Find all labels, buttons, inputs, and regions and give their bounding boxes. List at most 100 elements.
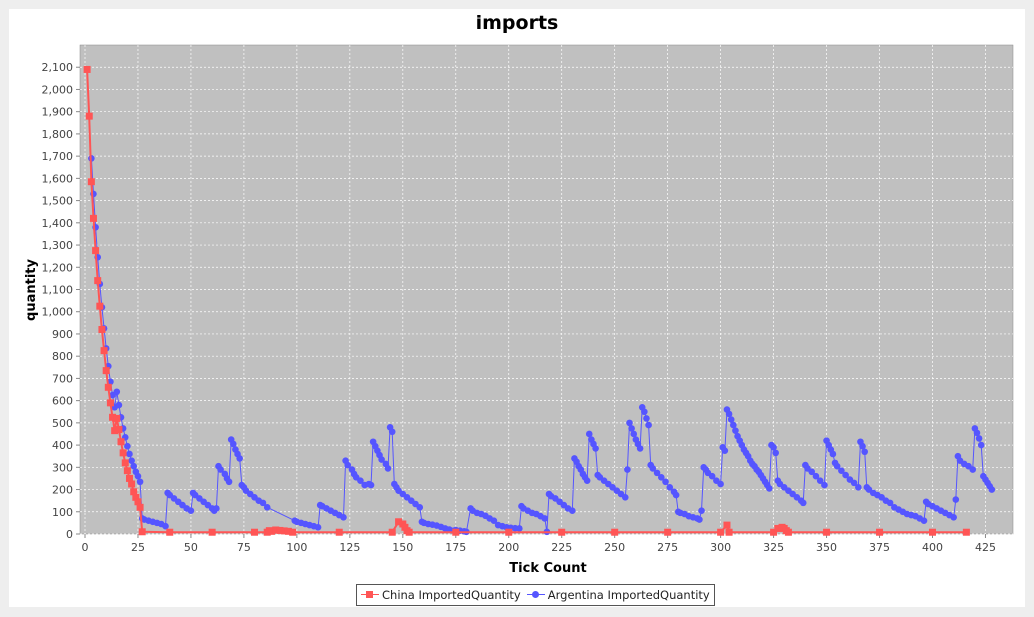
y-tick-label: 500	[52, 417, 73, 430]
x-tick-label: 225	[551, 541, 572, 554]
data-point	[988, 486, 996, 493]
y-tick-label: 100	[52, 506, 73, 519]
data-point	[717, 528, 725, 536]
data-point	[732, 427, 739, 434]
data-point	[213, 505, 220, 512]
data-point	[698, 507, 705, 514]
y-tick-label: 1,100	[42, 284, 74, 297]
data-point	[516, 525, 523, 532]
x-tick-label: 425	[975, 541, 996, 554]
data-point	[124, 442, 131, 450]
data-point	[859, 442, 866, 450]
data-point	[696, 516, 703, 523]
chart-title: imports	[475, 12, 559, 34]
data-point	[657, 474, 665, 481]
data-point	[643, 415, 650, 422]
data-point	[344, 461, 352, 469]
data-point	[823, 528, 831, 536]
y-tick-label: 1,400	[42, 217, 74, 230]
series-layer	[83, 65, 996, 536]
data-point	[263, 504, 271, 511]
data-point	[772, 449, 780, 457]
data-point	[816, 477, 824, 484]
data-point	[166, 528, 174, 536]
data-point	[725, 528, 733, 536]
data-point	[126, 450, 133, 458]
data-point	[977, 441, 985, 449]
y-tick-label: 600	[52, 395, 73, 408]
data-point	[134, 472, 142, 480]
data-point	[952, 496, 960, 503]
y-tick-label: 1,600	[42, 172, 74, 185]
data-point	[626, 419, 633, 427]
y-tick-label: 1,000	[42, 306, 74, 319]
data-point	[83, 65, 91, 73]
legend: China ImportedQuantity Argentina Importe…	[356, 584, 715, 606]
y-axis: 0 100 200 300 400 500 600 700 800 900 1,000 1,100 1,…	[42, 61, 80, 541]
x-tick-label: 325	[763, 541, 784, 554]
data-point	[611, 528, 619, 536]
data-point	[284, 527, 292, 535]
y-tick-label: 1,500	[42, 195, 74, 208]
data-point	[357, 477, 364, 484]
data-point	[621, 494, 629, 501]
y-axis-label: quantity	[24, 259, 39, 321]
data-point	[272, 526, 280, 534]
x-tick-label: 0	[82, 541, 89, 554]
grid-lines	[80, 45, 1013, 535]
x-tick-label: 50	[184, 541, 198, 554]
data-point	[861, 448, 868, 456]
data-point	[94, 277, 102, 285]
data-point	[766, 485, 773, 492]
data-point	[850, 479, 858, 487]
data-point	[92, 247, 100, 255]
data-point	[636, 445, 644, 452]
y-tick-label: 1,200	[42, 261, 74, 274]
data-point	[829, 450, 837, 458]
data-point	[280, 527, 288, 535]
data-point	[812, 472, 820, 480]
data-point	[725, 410, 733, 418]
data-point	[136, 503, 144, 511]
data-point	[119, 449, 127, 457]
data-point	[452, 528, 460, 536]
data-point	[950, 514, 957, 521]
data-point	[100, 347, 108, 355]
data-point	[662, 478, 669, 486]
data-point	[208, 528, 216, 536]
data-point	[405, 528, 413, 536]
data-point	[505, 528, 513, 536]
data-point	[649, 465, 657, 472]
data-point	[592, 445, 599, 452]
data-point	[128, 480, 136, 488]
data-point	[134, 498, 142, 506]
data-point	[109, 413, 117, 421]
data-point	[730, 421, 737, 429]
data-point	[541, 515, 549, 522]
data-point	[653, 469, 661, 477]
data-point	[130, 462, 138, 470]
data-point	[969, 466, 977, 473]
data-point	[558, 528, 566, 536]
data-point	[664, 528, 672, 536]
data-point	[128, 457, 135, 464]
data-point	[187, 507, 195, 514]
y-tick-label: 800	[52, 350, 73, 363]
y-tick-label: 700	[52, 372, 73, 385]
data-point	[920, 517, 928, 524]
data-point	[784, 528, 792, 536]
data-point	[136, 478, 144, 486]
x-tick-label: 175	[445, 541, 466, 554]
x-tick-label: 200	[498, 541, 519, 554]
data-point	[106, 399, 114, 407]
series-argentina	[88, 155, 996, 536]
data-point	[886, 499, 894, 507]
data-point	[217, 466, 224, 473]
data-point	[628, 425, 635, 432]
legend-item-china: China ImportedQuantity	[361, 588, 521, 602]
y-tick-label: 1,300	[42, 239, 74, 252]
y-tick-label: 1,900	[42, 106, 74, 119]
data-point	[123, 467, 131, 475]
data-point	[340, 514, 347, 521]
